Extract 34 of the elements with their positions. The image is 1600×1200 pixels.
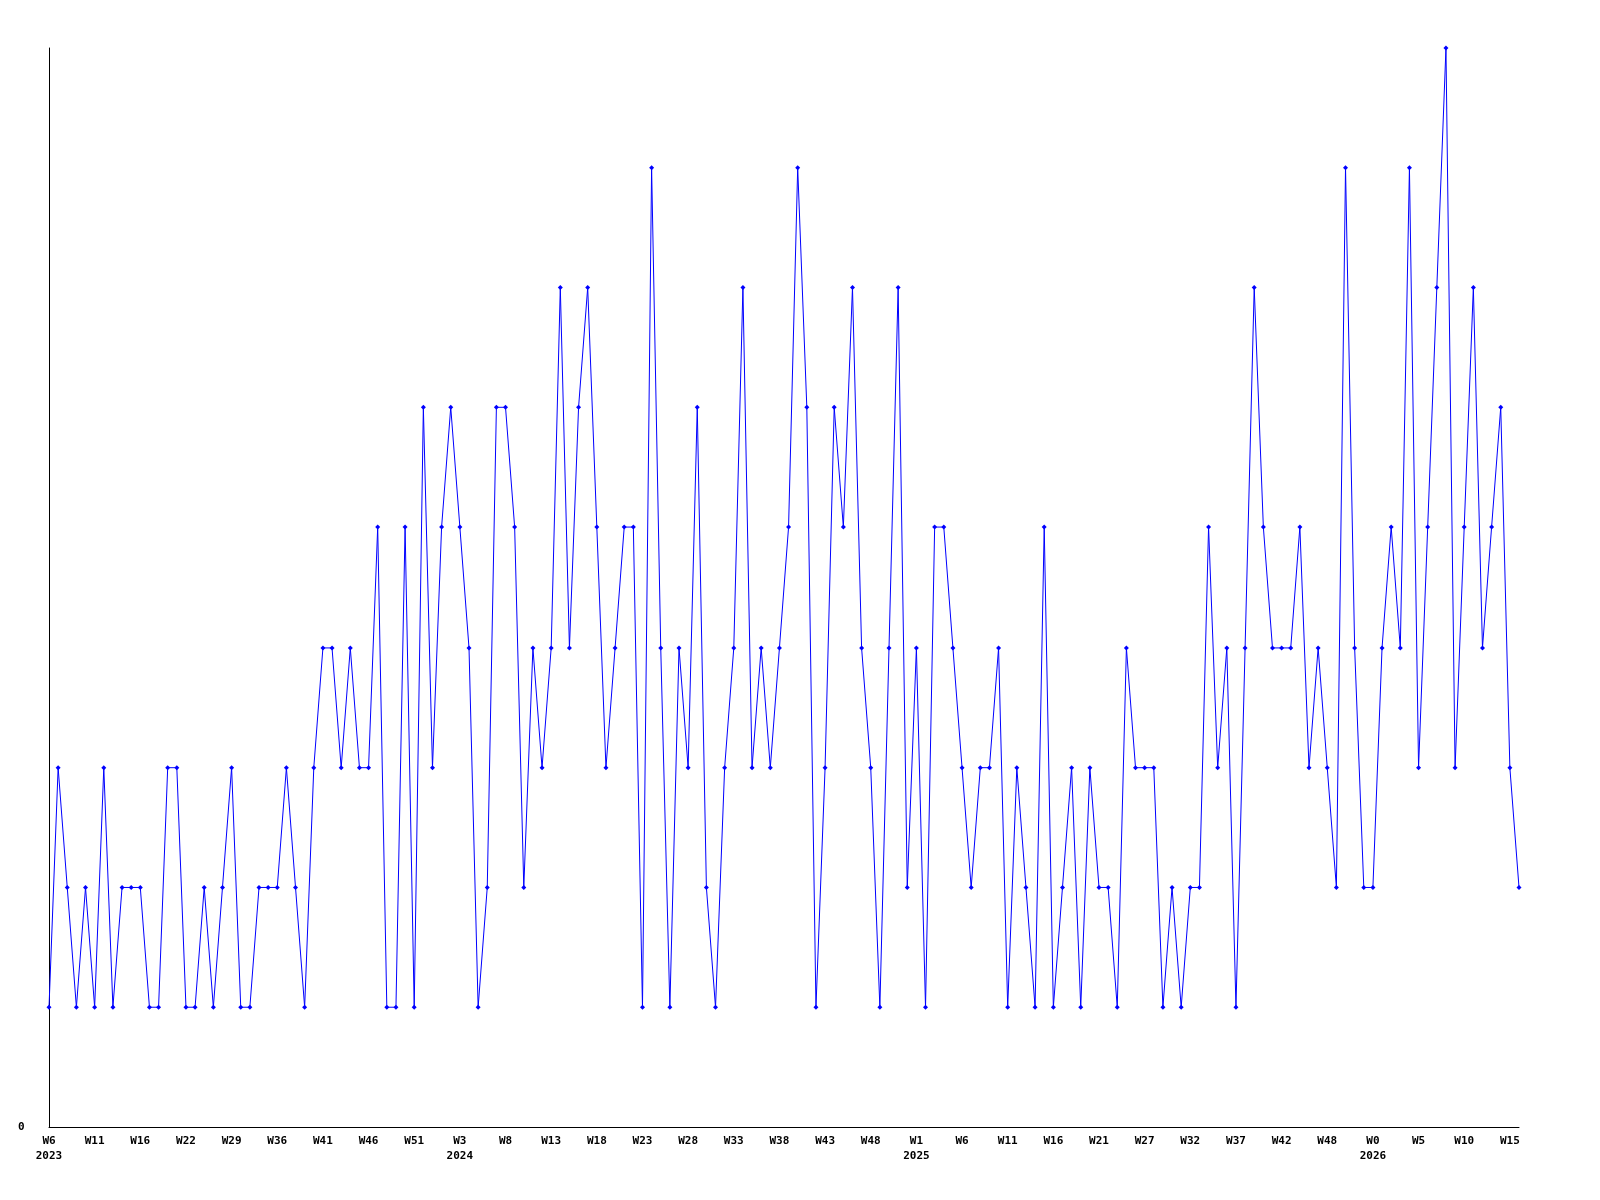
x-tick-label: W6 [955, 1134, 970, 1147]
text: 0 [18, 1120, 25, 1133]
x-tick-label: W41 [312, 1134, 334, 1147]
x-tick-label: W8 [498, 1134, 513, 1147]
x-tick-label: W51 [404, 1134, 425, 1147]
x-tick-label: W16 [1043, 1134, 1064, 1147]
x-tick-label: W21 [1089, 1134, 1110, 1147]
x-tick-label: W13 [541, 1134, 562, 1147]
x-tick-label: W32 [1180, 1134, 1201, 1147]
x-tick-label: W48 [860, 1134, 881, 1147]
x-tick-label: W3 2024 [446, 1134, 474, 1162]
x-tick-label: W28 [678, 1134, 699, 1147]
x-tick-label: W48 [1317, 1134, 1338, 1147]
x-tick-label: W22 [176, 1134, 196, 1147]
x-tick-label: W11 [997, 1134, 1018, 1147]
x-tick-label: W1 2025 [903, 1134, 930, 1162]
x-tick-label: W27 [1134, 1134, 1155, 1147]
x-tick-label: W11 [84, 1134, 105, 1147]
x-tick-label: W15 [1499, 1134, 1520, 1147]
x-tick-label: W36 [267, 1134, 288, 1147]
x-tick-label: W6 2023 [35, 1134, 63, 1162]
x-tick-label: W42 [1271, 1134, 1292, 1147]
x-tick-label: W5 [1411, 1134, 1426, 1147]
x-tick-label: W33 [723, 1134, 744, 1147]
x-tick-label: W16 [130, 1134, 151, 1147]
x-tick-label: W10 [1454, 1134, 1475, 1147]
x-tick-label: W18 [586, 1134, 607, 1147]
x-tick-label: W0 2026 [1359, 1134, 1387, 1162]
x-tick-label: W23 [632, 1134, 653, 1147]
x-tick-label: W46 [358, 1134, 379, 1147]
x-tick-label: W37 [1226, 1134, 1246, 1147]
x-tick-label: W29 [221, 1134, 242, 1147]
x-tick-label: W38 [769, 1134, 790, 1147]
x-tick-label: W43 [815, 1134, 836, 1147]
